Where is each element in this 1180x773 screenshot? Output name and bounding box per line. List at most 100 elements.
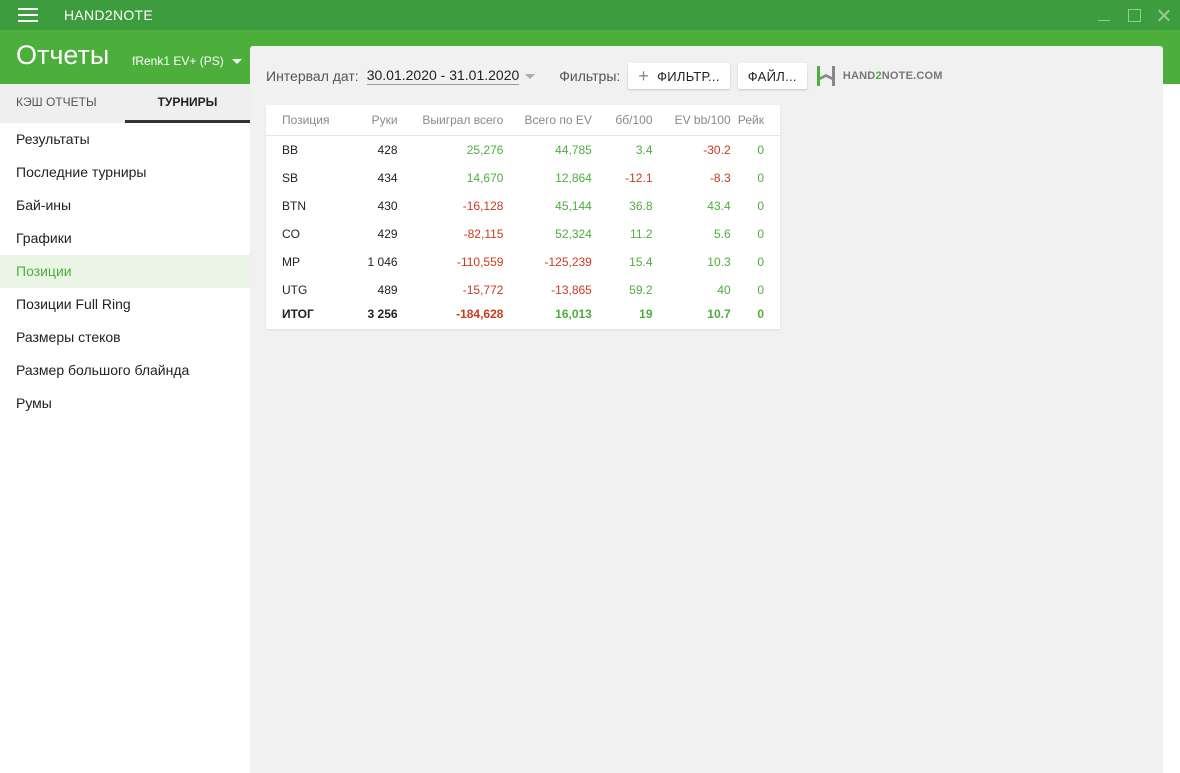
- column-header-hands[interactable]: Руки: [348, 105, 398, 136]
- cell-hands: 434: [377, 171, 398, 185]
- main-panel: Интервал дат: 30.01.2020 - 31.01.2020 Фи…: [250, 46, 1163, 773]
- cell-ev-total: -13,865: [551, 283, 592, 297]
- total-hands: 3 256: [367, 307, 398, 321]
- total-label: ИТОГ: [282, 307, 314, 321]
- cell-hands: 1 046: [367, 255, 398, 269]
- cell-bb100: 3.4: [635, 143, 653, 158]
- column-header-rake[interactable]: Рейк: [730, 105, 780, 136]
- title-bar: HAND2NOTE: [0, 0, 1180, 30]
- cell-position: UTG: [282, 283, 308, 297]
- maximize-icon[interactable]: [1124, 6, 1144, 24]
- sidebar-item-buyins[interactable]: Бай-ины: [16, 197, 72, 213]
- add-filter-button[interactable]: + ФИЛЬТР...: [628, 63, 730, 89]
- column-header-won-total[interactable]: Выиграл всего: [397, 105, 504, 136]
- cell-rake: 0: [757, 143, 764, 158]
- cell-position: BB: [282, 143, 299, 158]
- cell-bb100: 11.2: [630, 227, 653, 241]
- plus-icon: +: [638, 66, 650, 86]
- cell-hands: 489: [377, 283, 398, 297]
- table-row[interactable]: UTG 489 -15,772 -13,865 59.2 40 0: [266, 275, 780, 303]
- chevron-down-icon: [231, 58, 242, 64]
- column-header-bb100[interactable]: бб/100: [591, 105, 653, 136]
- cell-rake: 0: [757, 255, 764, 269]
- add-filter-label: ФИЛЬТР...: [657, 68, 720, 84]
- sidebar-item-results[interactable]: Результаты: [16, 131, 90, 147]
- player-selector[interactable]: fRenk1 EV+ (PS): [132, 54, 242, 68]
- cell-hands: 428: [377, 143, 398, 158]
- cell-rake: 0: [757, 227, 764, 241]
- sidebar-item-rooms[interactable]: Румы: [16, 395, 52, 411]
- table-row[interactable]: BB 428 25,276 44,785 3.4 -30.2 0: [266, 135, 780, 163]
- column-header-ev-bb100[interactable]: EV bb/100: [652, 105, 731, 136]
- cell-ev-total: 45,144: [555, 199, 592, 213]
- close-icon[interactable]: [1154, 6, 1174, 24]
- window-right-border: [1163, 84, 1180, 773]
- cell-won-total: 25,276: [466, 143, 504, 158]
- cell-ev-bb100: 43.4: [707, 199, 731, 213]
- cell-position: BTN: [282, 199, 306, 213]
- table-row[interactable]: CO 429 -82,115 52,324 11.2 5.6 0: [266, 219, 780, 247]
- column-header-ev-total[interactable]: Всего по EV: [503, 105, 592, 136]
- cell-ev-bb100: 10.3: [707, 255, 731, 269]
- report-nav: Результаты Последние турниры Бай-ины Гра…: [0, 123, 250, 420]
- table-row[interactable]: BTN 430 -16,128 45,144 36.8 43.4 0: [266, 191, 780, 219]
- cell-rake: 0: [757, 199, 764, 213]
- column-header-position[interactable]: Позиция: [266, 105, 349, 136]
- total-ev-bb100: 10.7: [707, 307, 731, 321]
- toolbar: Интервал дат: 30.01.2020 - 31.01.2020 Фи…: [266, 62, 943, 90]
- sidebar-item-big-blind-size[interactable]: Размер большого блайнда: [16, 362, 190, 378]
- cell-ev-total: 52,324: [555, 227, 592, 241]
- file-button[interactable]: ФАЙЛ...: [737, 63, 807, 89]
- page-title: Отчеты: [16, 40, 110, 70]
- total-rake: 0: [757, 307, 764, 321]
- total-won: -184,628: [456, 307, 504, 321]
- cell-ev-bb100: -30.2: [703, 143, 731, 158]
- cell-won-total: -15,772: [462, 283, 504, 297]
- cell-bb100: 36.8: [629, 199, 653, 213]
- positions-table: Позиция Руки Выиграл всего Всего по EV б…: [266, 105, 780, 325]
- cell-hands: 430: [377, 199, 398, 213]
- sidebar-item-recent-tournaments[interactable]: Последние турниры: [16, 164, 147, 180]
- brand-link[interactable]: HAND2NOTE.COM: [815, 65, 943, 87]
- cell-position: MP: [282, 255, 300, 269]
- brand-text: HAND2NOTE.COM: [842, 70, 943, 82]
- cell-position: SB: [282, 171, 299, 185]
- tab-cash-reports[interactable]: КЭШ ОТЧЕТЫ: [16, 95, 97, 109]
- player-name: fRenk1 EV+ (PS): [132, 54, 224, 68]
- cell-rake: 0: [757, 283, 764, 297]
- positions-table-card: Позиция Руки Выиграл всего Всего по EV б…: [266, 105, 780, 329]
- cell-rake: 0: [757, 171, 764, 185]
- chevron-down-icon[interactable]: [525, 73, 536, 79]
- table-row[interactable]: MP 1 046 -110,559 -125,239 15.4 10.3 0: [266, 247, 780, 275]
- table-row[interactable]: SB 434 14,670 12,864 -12.1 -8.3 0: [266, 163, 780, 191]
- cell-ev-bb100: 40: [717, 283, 731, 297]
- cell-hands: 429: [377, 227, 398, 241]
- menu-icon[interactable]: [18, 8, 38, 22]
- report-tabs: КЭШ ОТЧЕТЫ ТУРНИРЫ: [0, 84, 250, 123]
- cell-ev-total: 12,864: [555, 171, 592, 185]
- cell-won-total: -110,559: [456, 255, 504, 269]
- hand2note-logo-icon: [816, 66, 835, 86]
- tab-tournaments[interactable]: ТУРНИРЫ: [125, 84, 250, 123]
- cell-won-total: -16,128: [462, 199, 504, 213]
- sidebar-item-stack-sizes[interactable]: Размеры стеков: [16, 329, 121, 345]
- window-controls: [1094, 6, 1174, 24]
- app-title: HAND2NOTE: [64, 7, 154, 23]
- cell-bb100: 15.4: [629, 255, 653, 269]
- cell-won-total: -82,115: [463, 227, 504, 241]
- date-interval-select[interactable]: 30.01.2020 - 31.01.2020: [366, 67, 520, 85]
- sidebar-item-positions[interactable]: Позиции: [0, 255, 250, 288]
- total-bb100: 19: [639, 307, 653, 321]
- sidebar-item-positions-full-ring[interactable]: Позиции Full Ring: [16, 296, 131, 312]
- cell-ev-bb100: 5.6: [713, 227, 731, 241]
- table-total-row: ИТОГ 3 256 -184,628 16,013 19 10.7 0: [266, 303, 780, 325]
- cell-ev-total: -125,239: [544, 255, 592, 269]
- file-button-label: ФАЙЛ...: [747, 68, 797, 84]
- sidebar-item-graphs[interactable]: Графики: [16, 230, 72, 246]
- cell-won-total: 14,670: [466, 171, 504, 185]
- table-header-row: Позиция Руки Выиграл всего Всего по EV б…: [266, 105, 780, 136]
- cell-bb100: 59.2: [629, 283, 653, 297]
- cell-position: CO: [282, 227, 300, 241]
- interval-label: Интервал дат:: [266, 68, 359, 84]
- minimize-icon[interactable]: [1094, 6, 1114, 24]
